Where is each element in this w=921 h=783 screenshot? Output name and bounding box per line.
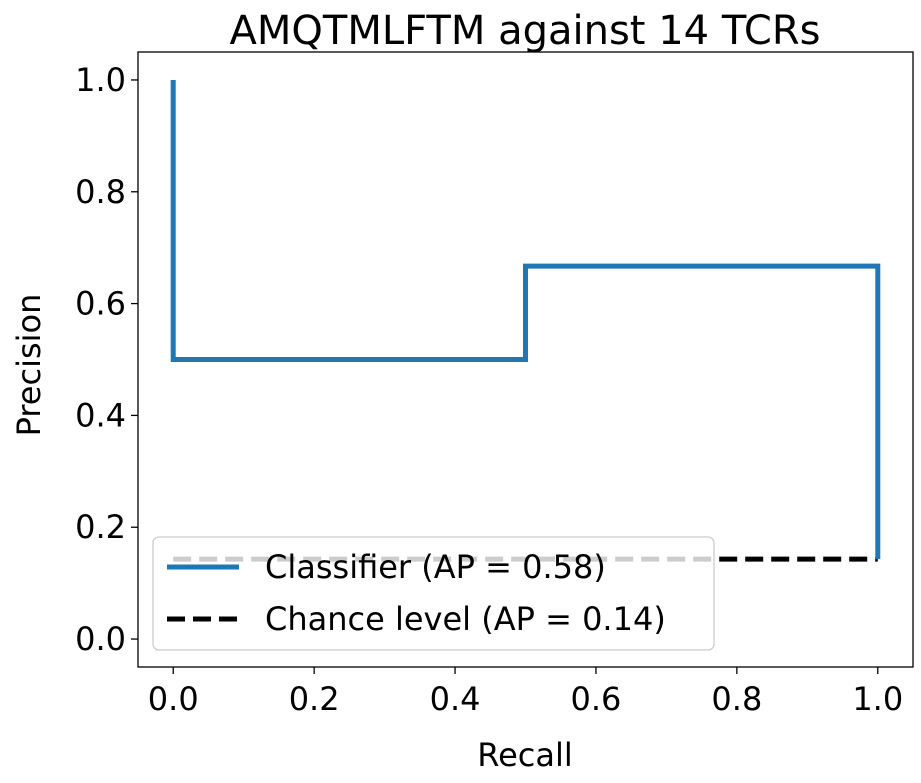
y-tick-label: 1.0 [75, 61, 126, 99]
x-tick-label: 0.6 [571, 680, 622, 718]
y-axis-label: Precision [10, 294, 48, 437]
x-tick-label: 0.0 [148, 680, 199, 718]
chart-legend: Classifier (AP = 0.58) Chance level (AP =… [152, 536, 715, 651]
x-tick-label: 0.4 [430, 680, 481, 718]
legend-label: Classifier (AP = 0.58) [265, 548, 606, 586]
y-axis-ticks: 0.0 0.2 0.4 0.6 0.8 1.0 [75, 61, 138, 658]
y-tick-label: 0.0 [75, 620, 126, 658]
classifier-pr-curve [170, 80, 881, 560]
chart-title: AMQTMLFTM against 14 TCRs [230, 8, 821, 54]
y-tick-label: 0.6 [75, 285, 126, 323]
x-tick-label: 0.8 [711, 680, 762, 718]
x-axis-ticks: 0.0 0.2 0.4 0.6 0.8 1.0 [148, 667, 903, 718]
x-tick-label: 0.2 [289, 680, 340, 718]
y-tick-label: 0.4 [75, 396, 126, 434]
x-axis-label: Recall [477, 736, 572, 774]
legend-label: Chance level (AP = 0.14) [265, 600, 666, 638]
legend-box [152, 536, 715, 651]
y-tick-label: 0.8 [75, 173, 126, 211]
y-tick-label: 0.2 [75, 508, 126, 546]
x-tick-label: 1.0 [852, 680, 903, 718]
